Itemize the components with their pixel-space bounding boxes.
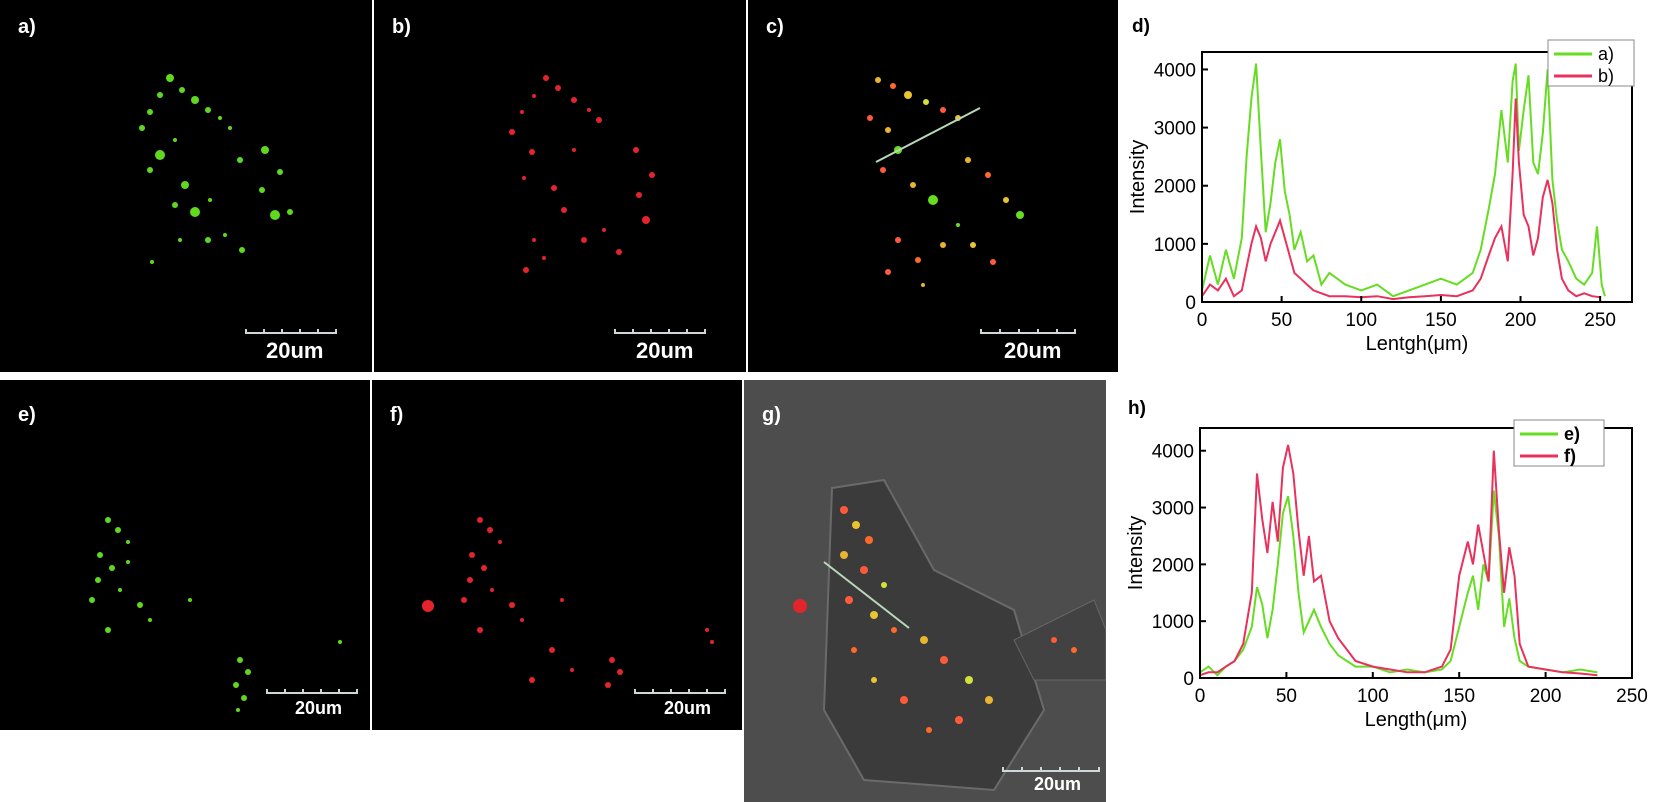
red-channel-image xyxy=(509,75,655,273)
y-tick-label: 1000 xyxy=(1154,235,1196,256)
bright-field-merged-image xyxy=(744,380,1106,802)
scale-bar-label: 20um xyxy=(636,338,694,363)
x-tick-label: 200 xyxy=(1530,686,1562,707)
series-line-a xyxy=(1202,63,1606,298)
micrograph-panel-c: c) 20um xyxy=(748,0,1118,372)
chart-svg-h: 0 50 100 150 200 250 0 1000 2000 3000 4000 Length(μ… xyxy=(1125,419,1648,731)
x-tick-label: 100 xyxy=(1357,686,1389,707)
series-line-f xyxy=(1200,444,1598,677)
line-chart-h: h) 0 50 100 150 200 250 0 1000 2000 3000 4000 Lengt… xyxy=(1110,380,1672,802)
scale-bar xyxy=(266,680,358,694)
y-axis-label: Intensity xyxy=(1127,140,1149,214)
x-tick-label: 250 xyxy=(1584,310,1616,331)
scale-bar xyxy=(634,680,726,694)
x-tick-label: 50 xyxy=(1271,310,1292,331)
panel-label-d: d) xyxy=(1132,16,1150,37)
x-tick-label: 150 xyxy=(1425,310,1457,331)
legend: e)f) xyxy=(1513,419,1605,467)
plot-frame xyxy=(1201,51,1633,303)
x-tick-label: 0 xyxy=(1197,310,1208,331)
y-tick-label: 3000 xyxy=(1154,119,1196,140)
micrograph-panel-a: a) 20um xyxy=(0,0,372,372)
green-channel-image xyxy=(139,74,293,264)
merged-channel-image xyxy=(867,77,1024,287)
x-tick-label: 250 xyxy=(1616,686,1648,707)
chart-svg-d: 0 50 100 150 200 250 0 1000 2000 3000 4000 Lentgh(μ… xyxy=(1127,39,1635,355)
scale-bar-label: 20um xyxy=(1004,338,1062,363)
scale-bar xyxy=(245,320,337,334)
scale-bar-label: 20um xyxy=(266,338,324,363)
series-line-b xyxy=(1202,98,1601,301)
y-tick-label: 4000 xyxy=(1154,60,1196,81)
green-channel-image xyxy=(89,517,342,712)
micrograph-panel-g: g) 20um xyxy=(744,380,1106,802)
y-tick-label: 2000 xyxy=(1152,555,1194,576)
panel-label-h: h) xyxy=(1128,398,1146,419)
y-tick-label: 2000 xyxy=(1154,177,1196,198)
legend: a)b) xyxy=(1547,39,1635,87)
y-axis-label: Intensity xyxy=(1125,516,1147,590)
plot-frame xyxy=(1199,427,1633,679)
panel-label-g: g) xyxy=(762,404,781,426)
legend-label: b) xyxy=(1598,66,1614,86)
scale-bar-label: 20um xyxy=(664,698,712,718)
legend-box xyxy=(1513,419,1605,467)
x-tick-label: 50 xyxy=(1276,686,1297,707)
y-tick-label: 1000 xyxy=(1152,612,1194,633)
micrograph-panel-b: b) 20um xyxy=(374,0,746,372)
scale-bar xyxy=(614,320,706,334)
legend-label: e) xyxy=(1564,424,1580,444)
panel-label-b: b) xyxy=(392,16,411,38)
x-axis-label: Length(μm) xyxy=(1365,709,1468,731)
panel-label-e: e) xyxy=(18,404,36,426)
micrograph-panel-e: e) 20um xyxy=(0,380,370,730)
red-channel-image xyxy=(422,517,714,688)
x-tick-label: 100 xyxy=(1345,310,1377,331)
panel-label-c: c) xyxy=(766,16,784,38)
x-tick-label: 150 xyxy=(1443,686,1475,707)
legend-label: a) xyxy=(1598,44,1614,64)
scale-bar xyxy=(1002,758,1100,772)
x-tick-label: 200 xyxy=(1505,310,1537,331)
panel-label-a: a) xyxy=(18,16,36,38)
y-tick-label: 0 xyxy=(1185,293,1196,314)
legend-label: f) xyxy=(1564,446,1576,466)
x-axis-label: Lentgh(μm) xyxy=(1366,333,1469,355)
legend-box xyxy=(1547,39,1635,87)
micrograph-panel-f: f) 20um xyxy=(372,380,742,730)
line-chart-d: d) 0 50 100 150 200 250 0 1000 2000 3000 4000 Lentg… xyxy=(1120,0,1672,372)
x-tick-label: 0 xyxy=(1195,686,1206,707)
series-line-e xyxy=(1200,490,1598,677)
y-tick-label: 4000 xyxy=(1152,442,1194,463)
scale-bar-label: 20um xyxy=(295,698,343,718)
panel-label-f: f) xyxy=(390,404,404,426)
scale-bar xyxy=(980,320,1076,334)
y-tick-label: 0 xyxy=(1183,669,1194,690)
scale-bar-label: 20um xyxy=(1034,774,1082,794)
y-tick-label: 3000 xyxy=(1152,499,1194,520)
